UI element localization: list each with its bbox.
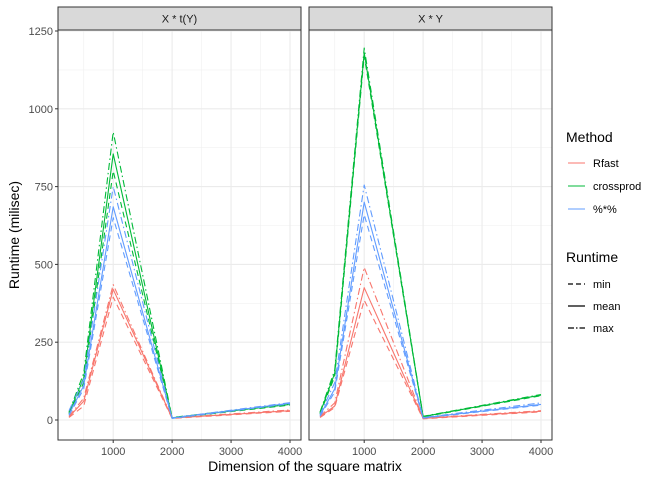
series-line-Rfast-max (68, 284, 291, 419)
x-tick-label: 4000 (529, 446, 553, 458)
y-axis-title: Runtime (milisec) (6, 181, 22, 289)
x-tick-label: 1000 (101, 446, 125, 458)
legend-runtime-items: min mean max (568, 279, 621, 335)
panel-2-series (319, 47, 542, 420)
y-tick-label: 250 (35, 337, 53, 349)
x-tick-label: 2000 (160, 446, 184, 458)
legend-runtime-title: Runtime (566, 249, 618, 265)
y-tick-label: 1000 (29, 104, 53, 116)
y-tick-label: 750 (35, 182, 53, 194)
panel-2-border (308, 29, 553, 441)
panel-1-x-axis: 1000 2000 3000 4000 (101, 440, 302, 458)
panel-2-grid (309, 30, 552, 440)
legend-label-method: %*% (593, 204, 617, 216)
panel-1-grid (58, 30, 301, 440)
panel-1: X * t(Y) (57, 6, 302, 441)
legend-label-method: crossprod (593, 181, 641, 193)
x-tick-label: 1000 (352, 446, 376, 458)
panel-2-plot-area (309, 30, 552, 440)
x-tick-label: 3000 (470, 446, 494, 458)
panel-1-plot-area (58, 30, 301, 440)
x-axis-title: Dimension of the square matrix (208, 458, 402, 474)
panel-1-border (57, 29, 302, 441)
y-tick-label: 1250 (29, 26, 53, 38)
series-line--max (319, 184, 542, 419)
legend: Method Rfast crossprod %*% Runtime min mean… (566, 129, 641, 335)
series-line-Rfast-mean (319, 287, 542, 419)
y-tick-label: 0 (47, 415, 53, 427)
x-tick-label: 4000 (278, 446, 302, 458)
legend-method-title: Method (566, 129, 613, 145)
y-tick-label: 500 (35, 259, 53, 271)
x-tick-label: 3000 (219, 446, 243, 458)
legend-label-stat: mean (593, 301, 621, 313)
panel-2-x-axis: 1000 2000 3000 4000 (352, 440, 553, 458)
series-line--mean (319, 201, 542, 419)
legend-label-stat: min (593, 279, 611, 291)
legend-label-stat: max (593, 323, 614, 335)
panel-2: X * Y (308, 6, 553, 441)
panel-1-series (68, 131, 291, 419)
y-axis: 0 250 500 750 1000 1250 (29, 26, 58, 427)
panel-1-title: X * t(Y) (162, 14, 197, 26)
panel-2-title: X * Y (418, 14, 444, 26)
series-line-crossprod-max (319, 47, 542, 417)
series-line--max (68, 186, 291, 419)
x-tick-label: 2000 (411, 446, 435, 458)
legend-method-items: Rfast crossprod %*% (568, 158, 641, 216)
legend-label-method: Rfast (593, 158, 619, 170)
